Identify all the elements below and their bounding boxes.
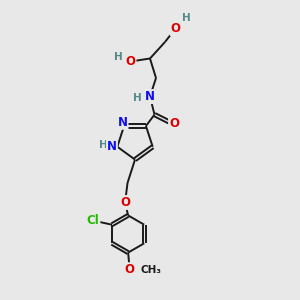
Text: O: O (125, 55, 136, 68)
Text: O: O (169, 117, 179, 130)
Text: N: N (145, 90, 155, 103)
Text: H: H (182, 13, 190, 23)
Text: Cl: Cl (87, 214, 100, 227)
Text: H: H (99, 140, 108, 150)
Text: O: O (170, 22, 181, 35)
Text: N: N (107, 140, 117, 153)
Text: O: O (124, 263, 135, 276)
Text: CH₃: CH₃ (140, 265, 161, 275)
Text: O: O (120, 196, 130, 209)
Text: H: H (133, 93, 142, 103)
Text: H: H (114, 52, 123, 62)
Text: N: N (118, 116, 128, 129)
